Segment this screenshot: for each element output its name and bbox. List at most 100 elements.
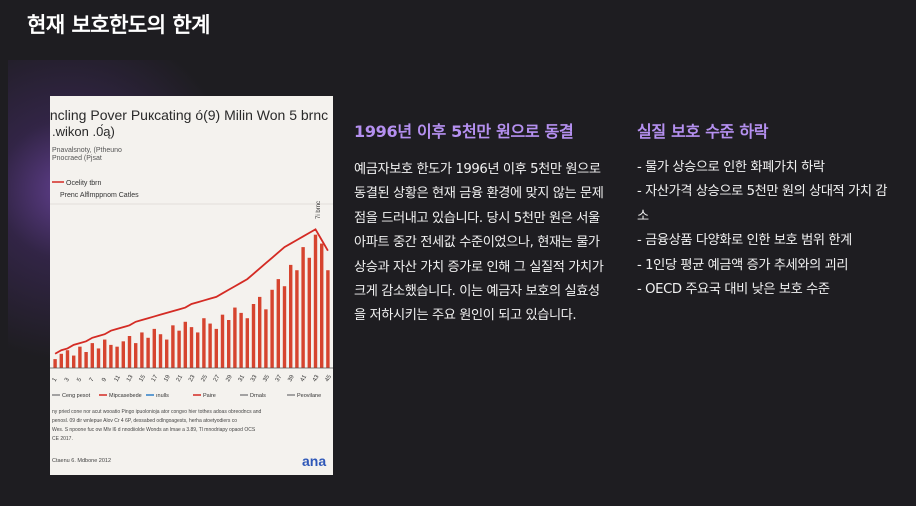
bar: [301, 247, 305, 368]
x-tick-label: 5: [76, 377, 83, 383]
bar: [251, 304, 256, 368]
x-tick-label: 9: [101, 377, 108, 383]
bar: [196, 332, 200, 368]
list-item: - 물가 상승으로 인한 화폐가치 하락: [637, 160, 825, 175]
x-tick-label: 23: [188, 374, 197, 383]
trend-line: [54, 228, 329, 355]
bar: [84, 352, 88, 368]
x-tick-label: 19: [163, 374, 172, 383]
section-real-protection: 실질 보호 수준 하락 - 물가 상승으로 인한 화폐가치 하락 - 자산가격 …: [637, 118, 897, 302]
image-subtitle-1: Pnavalsnoty, (Ptheuno: [52, 147, 122, 154]
footer-text-1: ny pried cone nor acut wooatio Pingo ipu…: [52, 409, 262, 415]
list-item: - 자산가격 상승으로 5천만 원의 상대적 가치 감소: [637, 184, 888, 224]
bar: [320, 243, 324, 368]
chart-image: Incling Pover Puкcating ó(9) Milin Won 5…: [50, 96, 333, 475]
x-tick-label: 1: [52, 377, 59, 383]
x-tick-label: 41: [300, 374, 309, 383]
footer-legend-label: Ceng pesot: [62, 393, 91, 399]
bar: [214, 328, 219, 368]
section-frozen-limit: 1996년 이후 5천만 원으로 동결 예금자보호 한도가 1996년 이후 5…: [354, 118, 604, 329]
bar: [220, 314, 225, 368]
bar: [245, 318, 250, 368]
x-tick-label: 3: [64, 377, 71, 383]
footer-source: Ctaenu 6. Mdbone 2012: [52, 458, 111, 464]
x-tick-label: 11: [114, 374, 123, 383]
x-tick-label: 45: [324, 374, 333, 383]
x-tick-label: 13: [126, 374, 135, 383]
list-item: - 1인당 평균 예금액 증가 추세와의 괴리: [637, 257, 849, 273]
legend-label-2: Prenc Alflmppnom Catles: [60, 192, 139, 199]
bar: [152, 328, 156, 368]
footer-legend-label: Mipcasebede: [109, 393, 142, 399]
footer-text-4: CE 2017.: [52, 436, 73, 442]
x-tick-label: 25: [200, 374, 209, 383]
bar: [202, 318, 206, 368]
bar: [121, 341, 125, 368]
bar: [134, 343, 138, 368]
bar-line-chart: Incling Pover Puкcating ó(9) Milin Won 5…: [50, 107, 333, 469]
footer-text-2: penosl. 09 dir wnlepue Alov Cr 4 6P, des…: [52, 418, 237, 424]
bar: [65, 350, 70, 368]
x-tick-label: 29: [225, 374, 234, 383]
bar: [96, 348, 101, 368]
bar: [183, 321, 188, 368]
x-tick-label: 35: [262, 374, 271, 383]
bar: [276, 279, 281, 368]
bar: [127, 336, 132, 368]
bar: [295, 270, 299, 368]
bar: [171, 325, 175, 368]
section-heading-frozen-limit: 1996년 이후 5천만 원으로 동결: [354, 122, 574, 141]
bar: [146, 337, 150, 368]
bar: [307, 257, 312, 368]
bar: [53, 359, 57, 368]
bar-series: [53, 234, 330, 368]
bar: [165, 339, 169, 368]
brand-logo: ana: [302, 453, 326, 469]
x-tick-label: 43: [312, 374, 321, 383]
bar: [177, 330, 181, 368]
footer-legend-label: Peovilane: [297, 393, 321, 399]
x-tick-label: 21: [176, 374, 185, 383]
bar: [270, 289, 274, 368]
footer-text-3: Wes. S npoone fuc ow Mlv l6 d nnodiiolde…: [52, 427, 256, 433]
bar: [72, 355, 76, 368]
list-item: - OECD 주요국 대비 낮은 보호 수준: [637, 282, 830, 298]
x-tick-label: 37: [275, 374, 284, 383]
footer-legend-label: Paire: [203, 393, 216, 399]
x-tick-label: 33: [250, 374, 259, 383]
bar: [326, 270, 330, 368]
bar: [258, 296, 262, 368]
footer-legend: Ceng pesot Mipcasebede ınulls Paire Drnals Pe…: [52, 393, 321, 399]
bar: [59, 353, 63, 368]
bar: [189, 327, 194, 368]
section-body-frozen-limit: 예금자보호 한도가 1996년 이후 5천만 원으로 동결된 상황은 현재 금융…: [354, 162, 604, 324]
list-item: - 금융상품 다양화로 인한 보호 범위 한계: [637, 233, 852, 249]
page-title: 현재 보호한도의 한계: [27, 13, 211, 37]
bar: [282, 286, 287, 368]
bar: [227, 320, 231, 368]
bar: [103, 339, 107, 368]
x-tick-label: 27: [213, 374, 222, 383]
x-tick-label: 39: [287, 374, 296, 383]
section-heading-real-protection: 실질 보호 수준 하락: [637, 122, 769, 141]
x-tick-label: 7: [89, 377, 96, 383]
footer-legend-label: Drnals: [250, 393, 266, 399]
x-tick-label: 17: [151, 374, 160, 383]
bar: [90, 343, 95, 368]
real-protection-list: - 물가 상승으로 인한 화폐가치 하락 - 자산가격 상승으로 5천만 원의 …: [637, 156, 897, 302]
x-tick-label: 31: [238, 374, 247, 383]
footer-legend-label: ınulls: [156, 393, 169, 399]
bar: [239, 312, 243, 368]
image-title-line2: .wikon .0́ą): [52, 124, 115, 139]
bar: [289, 264, 293, 368]
trend-annotation: 7i brnc: [316, 201, 322, 219]
bar: [78, 346, 82, 368]
x-tick-label: 15: [138, 374, 147, 383]
bar: [140, 332, 144, 368]
bar: [208, 323, 212, 368]
image-subtitle-2: Pnocraed (Pjsat: [52, 155, 102, 162]
legend-label-1: Ocelity tbrn: [66, 180, 102, 187]
bar: [313, 234, 318, 368]
bar: [264, 309, 268, 368]
bar: [158, 334, 163, 368]
